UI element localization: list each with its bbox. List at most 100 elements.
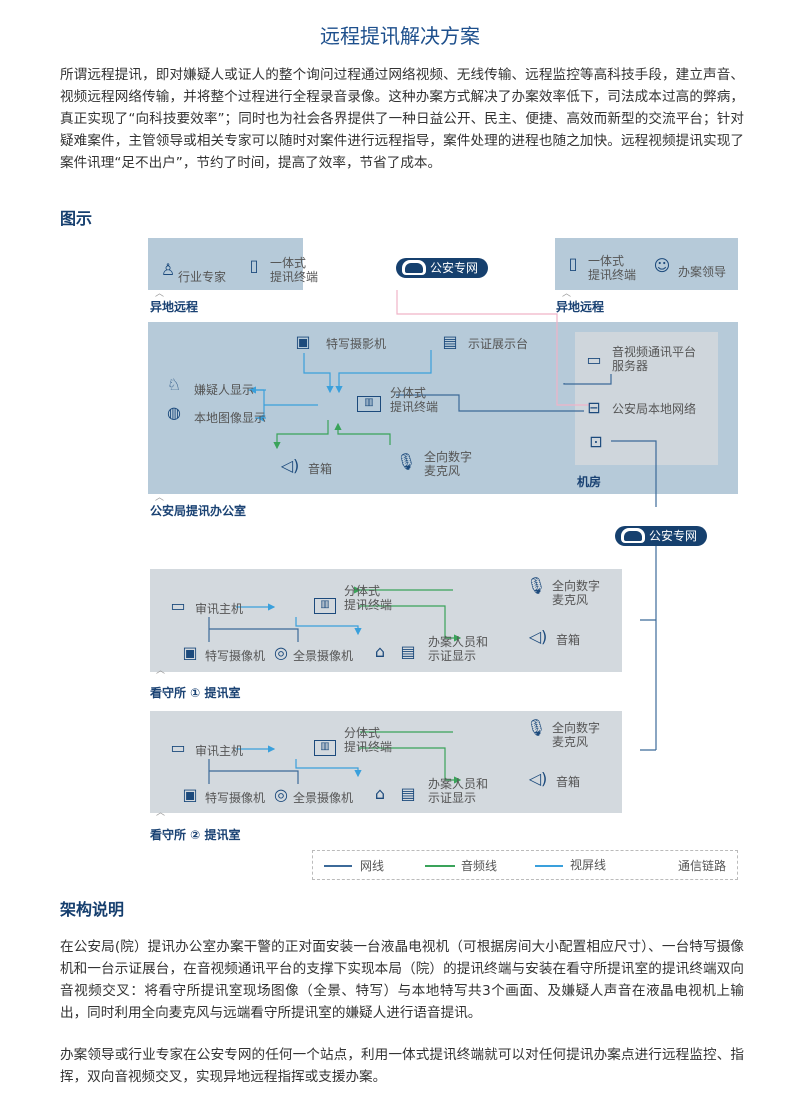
mic-label: 全向数字 麦克风: [424, 450, 472, 478]
terminal-device-icon: ▯: [568, 254, 578, 273]
chevron-up-icon: ︿: [562, 289, 572, 299]
speaker-label: 音箱: [556, 633, 581, 647]
terminal-label: 一体式 提讯终端: [588, 254, 636, 282]
page-title: 远程提讯解决方案: [320, 24, 480, 48]
microphone-icon: 🎙: [526, 718, 547, 737]
cloud-label: 公安专网: [649, 529, 698, 543]
microphone-icon: 🎙: [396, 452, 417, 471]
line2: 提讯终端: [270, 270, 319, 284]
closeup-label: 特写摄像机: [205, 791, 266, 805]
architecture-paragraph-2: 办案领导或行业专家在公安专网的任何一个站点，利用一体式提讯终端就可以对任何提讯办…: [60, 1047, 744, 1085]
chevron-up-icon: ︿: [155, 493, 165, 503]
remote-right-label: 异地远程: [556, 300, 605, 314]
server-icon: ▭: [586, 350, 602, 369]
terminal-to-network: [396, 394, 584, 412]
line1: 一体式: [270, 256, 307, 270]
terminal-box-icon: ▥: [314, 740, 336, 756]
closeup-camera-icon: ▣: [182, 643, 198, 662]
architecture-paragraph-1: 在公安局(院）提讯办公室办案干警的正对面安装一台液晶电视机（可根据房间大小配置相…: [60, 939, 744, 1021]
evidence-table-label: 示证展示台: [468, 337, 529, 351]
host-label: 审讯主机: [195, 744, 244, 758]
intro-paragraph: 所谓远程提讯，即对嫌疑人或证人的整个询问过程通过网络视频、无线传输、远程监控等高…: [60, 67, 744, 171]
terminal-box-icon: ▥: [314, 598, 336, 614]
microphone-icon: 🎙: [526, 576, 547, 595]
cloud-icon-inner: [405, 263, 423, 273]
expert-label: 行业专家: [178, 270, 227, 284]
legend-box: [312, 850, 738, 880]
panorama-label: 全景摄像机: [293, 791, 354, 805]
network-label: 公安局本地网络: [612, 402, 697, 416]
room-label: 看守所 ① 提讯室: [150, 686, 241, 700]
speaker-icon: ◁): [528, 627, 548, 646]
line1: 全向数字: [552, 579, 601, 593]
document-display-icon: ▤: [400, 642, 416, 661]
office-terminal-label: 分体式 提讯终端: [390, 386, 438, 414]
speaker-icon: ◁): [528, 769, 548, 788]
globe-icon: ◍: [167, 403, 181, 422]
legend-audio-line: 音频线: [461, 859, 498, 873]
room-label: 看守所 ② 提讯室: [150, 828, 241, 842]
legend-title: 通信链路: [678, 859, 727, 873]
laptop-icon: ▭: [170, 738, 186, 757]
police-officer-icon: ☺: [653, 256, 671, 275]
closeup-camera-icon: ▣: [182, 785, 198, 804]
terminal-label: 一体式 提讯终端: [270, 256, 318, 284]
line2: 示证显示: [428, 649, 477, 663]
router-icon: ⊟: [587, 398, 601, 417]
office-label: 公安局提讯办公室: [150, 504, 247, 518]
closeup-camera-label: 特写摄影机: [326, 337, 387, 351]
legend-network-line: 网线: [360, 859, 385, 873]
evidence-to-terminal: [335, 350, 432, 394]
machineroom-to-cloud: [611, 440, 657, 507]
room1-lines: [208, 586, 462, 642]
host-label: 审讯主机: [195, 602, 244, 616]
terminal-label: 分体式 提讯终端: [344, 584, 392, 612]
line1: 分体式: [390, 386, 427, 400]
line1: 分体式: [344, 584, 381, 598]
line1: 办案人员和: [428, 635, 489, 649]
machine-room-label: 机房: [577, 475, 602, 489]
speaker-icon: ◁): [280, 456, 300, 475]
panorama-label: 全景摄像机: [293, 649, 354, 663]
line2: 示证显示: [428, 791, 477, 805]
chevron-up-icon: ︿: [156, 666, 166, 676]
line2: 麦克风: [552, 593, 589, 607]
chevron-up-icon: ︿: [156, 808, 166, 818]
mic-label: 全向数字 麦克风: [552, 579, 600, 607]
terminal-device-icon: ▯: [249, 256, 259, 275]
terminal-to-speaker: [273, 420, 329, 450]
pink-link: [396, 290, 590, 406]
line2: 麦克风: [424, 464, 461, 478]
diagram-heading: 图示: [60, 209, 93, 228]
line2: 提讯终端: [588, 268, 637, 282]
camera-to-terminal: [303, 353, 334, 394]
panorama-camera-icon: ◎: [274, 785, 288, 804]
switch-icon: ⊡: [589, 432, 603, 451]
cloud-label: 公安专网: [430, 261, 479, 275]
display-label: 办案人员和 示证显示: [428, 777, 488, 805]
display-label: 办案人员和 示证显示: [428, 635, 488, 663]
cloud-to-rooms: [640, 545, 657, 751]
remote-right-box: [555, 238, 738, 290]
panorama-camera-icon: ◎: [274, 643, 288, 662]
speaker-label: 音箱: [556, 775, 581, 789]
leader-label: 办案领导: [678, 265, 727, 279]
room2-lines: [208, 731, 462, 784]
line1: 一体式: [588, 254, 625, 268]
document-display-icon: ▤: [400, 784, 416, 803]
line2: 服务器: [612, 359, 649, 373]
legend-video-line: 视屏线: [570, 858, 607, 872]
line2: 提讯终端: [344, 598, 393, 612]
person-display-icon: ⌂: [374, 784, 386, 803]
closeup-label: 特写摄像机: [205, 649, 266, 663]
remote-left-box: [148, 238, 303, 290]
machine-room-box: [575, 332, 718, 465]
line1: 办案人员和: [428, 777, 489, 791]
suspect-display-label: 嫌疑人显示: [194, 383, 255, 397]
person-display-icon: ⌂: [374, 642, 386, 661]
mic-label: 全向数字 麦克风: [552, 721, 600, 749]
mic-to-terminal: [334, 422, 391, 445]
chevron-up-icon: ︿: [155, 289, 165, 299]
suspect-icon: ♘: [166, 375, 182, 394]
